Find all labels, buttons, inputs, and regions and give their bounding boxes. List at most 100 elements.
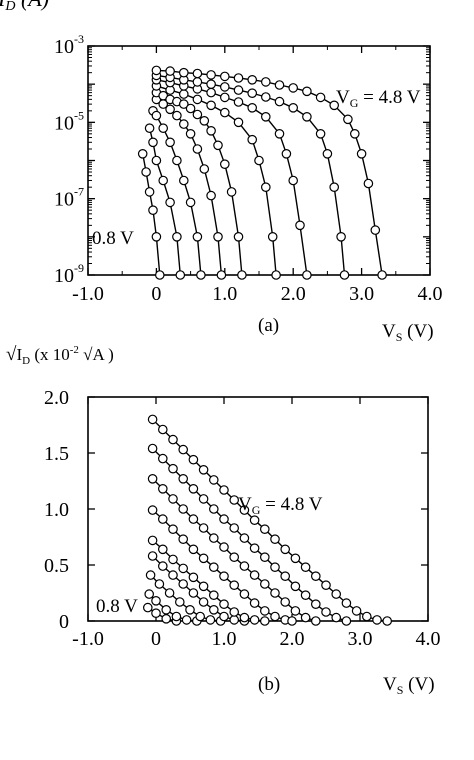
chart-a-series-line xyxy=(156,79,308,276)
chart-b-data-point xyxy=(321,607,331,617)
chart-b-data-point xyxy=(188,454,199,465)
chart-b-x-tick-label: 4.0 xyxy=(416,628,441,650)
chart-a-data-point xyxy=(192,68,203,79)
chart-a-data-point xyxy=(172,232,182,242)
chart-a-data-point xyxy=(151,65,162,76)
chart-b-y-tick-label: 0.5 xyxy=(44,555,69,577)
chart-b-data-point xyxy=(270,611,280,622)
chart-b-data-point xyxy=(300,590,311,600)
chart-a-data-point xyxy=(144,123,155,133)
chart-b-data-point xyxy=(249,598,260,608)
chart-b-data-point xyxy=(239,505,250,515)
chart-b-data-point xyxy=(188,544,199,555)
chart-a-data-point xyxy=(151,155,162,166)
chart-b-data-point xyxy=(178,563,188,574)
chart-a-x-axis-label: VS (V) xyxy=(382,321,434,344)
chart-a-data-point xyxy=(199,116,210,126)
chart-b-data-point xyxy=(229,580,239,590)
chart-b-data-point xyxy=(239,589,250,599)
chart-a-series-group xyxy=(137,65,387,280)
chart-a-data-point xyxy=(260,77,271,87)
chart-b-data-point xyxy=(249,570,260,580)
chart-a-data-point xyxy=(288,83,298,93)
chart-a-data-point xyxy=(165,66,175,76)
chart-b-data-point xyxy=(198,553,209,564)
chart-b-data-point xyxy=(290,606,301,616)
chart-a-data-point xyxy=(233,117,244,128)
chart-panel-b: √ID (x 10-2 √A ) 2.01.51.00.50 -1.0 0 1.0 2… xyxy=(6,344,441,697)
chart-a-data-point xyxy=(179,99,189,109)
chart-b-data-point xyxy=(372,615,382,625)
chart-a-data-point xyxy=(237,270,247,280)
chart-a-data-point xyxy=(220,159,230,169)
chart-a-x-tick-label: 0 xyxy=(151,283,161,305)
chart-a-data-point xyxy=(185,129,196,139)
chart-a-annotation-low: 0.8 V xyxy=(92,228,134,249)
chart-b-x-axis-label: VS (V) xyxy=(383,674,435,697)
chart-a-data-point xyxy=(155,270,165,280)
chart-b-data-point xyxy=(178,444,188,455)
chart-b-data-point xyxy=(147,443,158,454)
chart-b-data-point xyxy=(158,483,168,494)
chart-a-data-point xyxy=(216,270,227,280)
chart-b-data-point xyxy=(161,604,171,615)
chart-a-data-point xyxy=(339,270,350,280)
chart-a-data-point xyxy=(165,137,175,148)
chart-b-data-point xyxy=(164,588,175,598)
chart-a-data-point xyxy=(336,232,346,242)
chart-b-annotation-vg: VG = 4.8 V xyxy=(238,494,323,517)
chart-b-data-point xyxy=(198,523,209,533)
chart-b-data-point xyxy=(188,483,199,494)
chart-b-data-point xyxy=(229,552,239,562)
chart-a-data-point xyxy=(295,220,305,231)
chart-a-data-point xyxy=(172,110,182,121)
chart-b-data-point xyxy=(181,615,192,625)
chart-a-data-point xyxy=(192,144,203,154)
chart-b-data-point xyxy=(331,589,341,599)
chart-a-y-tick-label: 10-3 xyxy=(54,32,84,58)
chart-b-data-point xyxy=(209,590,219,600)
chart-a-data-point xyxy=(288,103,298,113)
chart-b-data-point xyxy=(249,543,260,553)
chart-b-data-point xyxy=(188,572,199,583)
chart-a-data-point xyxy=(206,100,216,111)
chart-b-data-point xyxy=(168,434,178,445)
chart-b-data-point xyxy=(219,599,229,609)
chart-a-data-point xyxy=(179,119,189,129)
chart-b-data-point xyxy=(259,552,270,562)
chart-a-data-point xyxy=(196,270,206,280)
chart-b-data-point xyxy=(249,615,260,625)
chart-a-panel-label: (a) xyxy=(258,315,279,336)
chart-b-data-point xyxy=(158,514,168,524)
chart-b-data-point xyxy=(209,504,219,514)
chart-b-y-ticks: 2.0 1.5 1.0 0.5 0 xyxy=(44,387,428,633)
chart-b-data-point xyxy=(209,562,219,572)
chart-b-data-point xyxy=(219,542,229,552)
chart-b-data-point xyxy=(310,599,321,609)
chart-b-y-axis-label: √ID (x 10-2 √A ) xyxy=(6,344,114,367)
chart-a-data-point xyxy=(226,187,237,197)
chart-a-data-point xyxy=(370,225,381,235)
chart-b-data-point xyxy=(154,579,165,589)
chart-a-data-point xyxy=(213,140,223,151)
chart-b-data-point xyxy=(178,534,188,544)
chart-a-data-point xyxy=(281,149,292,159)
chart-a-data-point xyxy=(260,112,271,122)
chart-a-data-point xyxy=(206,79,216,89)
chart-a-data-point xyxy=(322,149,333,159)
chart-b-data-point xyxy=(270,534,280,544)
chart-b-data-point xyxy=(168,494,178,504)
chart-a-data-point xyxy=(158,123,168,133)
chart-b-y-tick-label: 2.0 xyxy=(44,387,69,409)
chart-b-x-tick-label: 2.0 xyxy=(280,628,305,650)
chart-a-data-point xyxy=(349,129,360,139)
chart-a-data-point xyxy=(302,112,312,122)
chart-b-data-point xyxy=(219,485,229,495)
chart-b-data-point xyxy=(290,581,301,592)
chart-a-data-point xyxy=(206,87,216,98)
chart-a-data-point xyxy=(148,137,158,148)
chart-a-x-tick-label: 4.0 xyxy=(418,283,443,305)
chart-a-data-point xyxy=(179,67,189,78)
chart-b-x-tick-label: -1.0 xyxy=(72,628,104,650)
chart-a-data-point xyxy=(315,92,326,103)
